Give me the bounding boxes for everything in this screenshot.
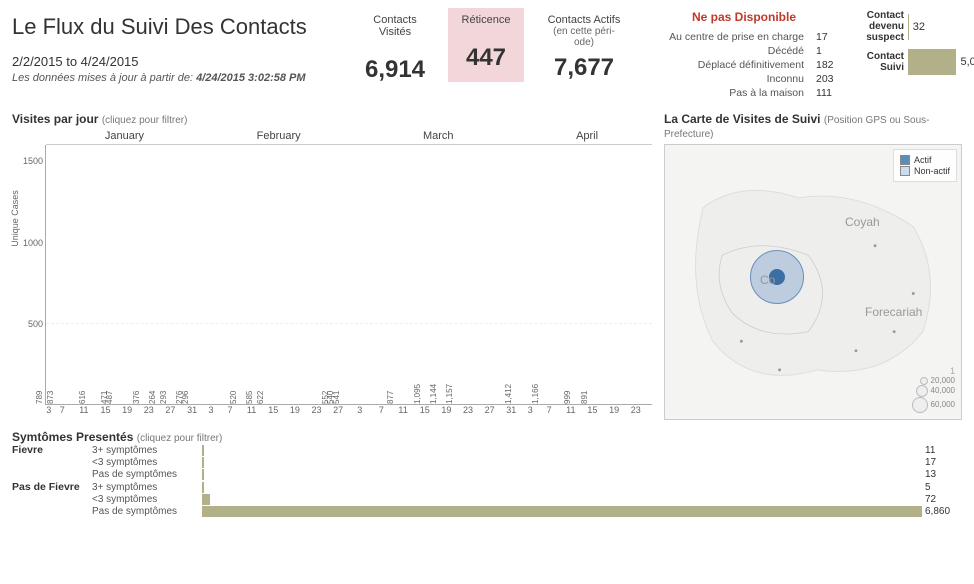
kpi-contacts-visites[interactable]: Contacts Visités 6,914 [356,8,434,94]
mid-row: Visites par jour (cliquez pour filtrer) … [12,112,962,420]
symptom-row-label[interactable]: Pas de symptômes [92,506,202,517]
map-legend: ActifNon-actif [893,149,957,182]
nepas-row[interactable]: Inconnu203 [644,72,844,86]
visits-chart[interactable]: Unique Cases 50010001500 789873616471487… [12,145,652,405]
header-row: Le Flux du Suivi Des Contacts 2/2/2015 t… [12,8,962,100]
map-section: La Carte de Visites de Suivi (Position G… [664,112,962,420]
kpi-contacts-actifs[interactable]: Contacts Actifs (en cette péri-ode) 7,67… [538,8,630,92]
kpi-reticence[interactable]: Réticence 447 [448,8,524,82]
kpi-contact-suivi[interactable]: Contact Suivi 5,052 [858,49,974,75]
updated-label: Les données mises à jour à partir de: 4/… [12,71,342,85]
symptoms-grid[interactable]: Fievre3+ symptômes11<3 symptômes17Pas de… [12,444,962,517]
months-header: JanuaryFebruaryMarchApril [46,130,652,145]
symptoms-title: Symtômes Presentés (cliquez pour filtrer… [12,430,962,444]
map-title: La Carte de Visites de Suivi (Position G… [664,112,962,140]
date-range: 2/2/2015 to 4/24/2015 [12,54,342,69]
page-title: Le Flux du Suivi Des Contacts [12,8,342,40]
map-canvas[interactable]: ActifNon-actif CoyahCoForecariah 1 20,00… [664,144,962,420]
nepas-row[interactable]: Décédé1 [644,44,844,58]
y-axis: Unique Cases 50010001500 [12,145,46,405]
symptom-row-label[interactable]: <3 symptômes [92,494,202,505]
symptom-row-label[interactable]: Pas de symptômes [92,469,202,480]
symptom-row-label[interactable]: <3 symptômes [92,457,202,468]
updated-timestamp: 4/24/2015 3:02:58 PM [196,72,305,84]
nepas-row[interactable]: Au centre de prise en charge17 [644,30,844,44]
nepas-disponible-block: Ne pas Disponible Au centre de prise en … [644,8,844,100]
bars-area[interactable]: 7898736164714873762642932762965205856225… [46,145,652,405]
visits-chart-title: Visites par jour (cliquez pour filtrer) [12,112,652,126]
symptom-row-label[interactable]: 3+ symptômes [92,482,202,493]
symptom-row-label[interactable]: 3+ symptômes [92,445,202,456]
dashboard: Le Flux du Suivi Des Contacts 2/2/2015 t… [0,0,974,525]
nepas-header: Ne pas Disponible [644,10,844,24]
x-axis: 3711151923273137111519232737111519232731… [46,405,652,415]
nepas-row[interactable]: Déplacé définitivement182 [644,58,844,72]
visits-chart-section: Visites par jour (cliquez pour filtrer) … [12,112,652,420]
right-kpis: Contact devenu suspect 32 Contact Suivi … [858,8,974,75]
symptoms-section: Symtômes Presentés (cliquez pour filtrer… [12,430,962,517]
title-block: Le Flux du Suivi Des Contacts 2/2/2015 t… [12,8,342,85]
map-size-legend: 1 20,000 40,000 60,000 [912,366,955,413]
kpi-contact-suspect[interactable]: Contact devenu suspect 32 [858,10,974,43]
nepas-row[interactable]: Pas à la maison111 [644,86,844,100]
